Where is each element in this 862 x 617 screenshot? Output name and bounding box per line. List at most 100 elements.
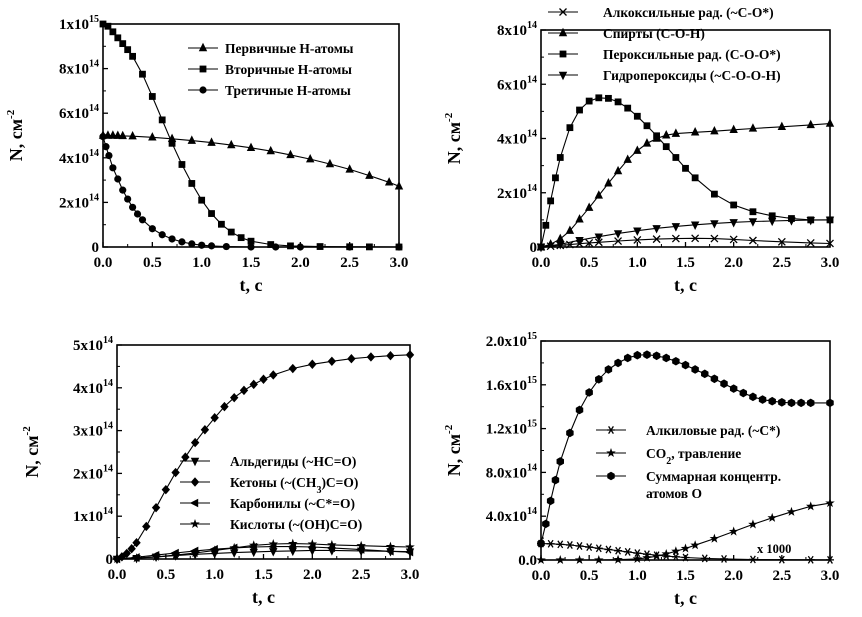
data-point xyxy=(594,238,603,247)
data-point xyxy=(787,398,796,408)
chart-panel-top-left: 0.0 0.5 1.0 1.5 2.0 2.5 3.0 0 2x1014 4x1014 6x1014… xyxy=(5,14,408,295)
data-point xyxy=(405,350,415,360)
series-3 xyxy=(537,350,834,548)
data-point xyxy=(268,539,279,549)
data-point xyxy=(710,374,719,384)
series-line xyxy=(540,237,831,248)
x-tick-label: 1.0 xyxy=(205,567,224,583)
y-tick-label: 4x1014 xyxy=(497,129,537,148)
data-point xyxy=(114,34,122,42)
x-tick-label: 3.0 xyxy=(821,255,840,271)
x-tick-label: 2.5 xyxy=(772,255,791,271)
legend-marker xyxy=(189,498,199,508)
data-point xyxy=(394,181,404,190)
data-point xyxy=(230,392,239,403)
data-point xyxy=(296,243,304,251)
x-tick-label: 0.5 xyxy=(580,568,599,584)
legend: Альдегиды (~HC=O) Кетоны (~(CH3)C=O)Карбо… xyxy=(180,454,362,532)
data-point xyxy=(758,395,767,404)
data-point xyxy=(584,202,594,211)
data-point xyxy=(720,554,729,563)
data-point xyxy=(633,227,642,236)
legend-marker xyxy=(607,471,615,481)
x-tick-label: 0.5 xyxy=(580,255,599,271)
y-tick-label: 4.0x1014 xyxy=(486,506,537,525)
data-point xyxy=(346,243,354,251)
data-point xyxy=(138,216,147,224)
x-tick-label: 3.0 xyxy=(821,568,840,584)
data-point xyxy=(286,149,295,159)
plot-frame xyxy=(540,29,831,248)
data-point xyxy=(661,548,671,559)
x-tick-label: 2.0 xyxy=(291,255,310,271)
data-point xyxy=(395,243,403,251)
data-point xyxy=(178,238,186,246)
data-point xyxy=(710,220,719,229)
series-line xyxy=(102,23,400,248)
data-point xyxy=(188,240,196,248)
data-point xyxy=(594,233,603,242)
data-point xyxy=(614,546,623,555)
data-point xyxy=(690,127,700,136)
data-point xyxy=(748,123,758,132)
data-point xyxy=(662,130,671,139)
data-point xyxy=(748,236,757,245)
data-point xyxy=(148,132,157,141)
y-tick-label: 8x1014 xyxy=(59,59,99,78)
data-point xyxy=(594,544,603,553)
data-point xyxy=(118,130,127,140)
data-point xyxy=(552,174,559,182)
x-tick-label: 1.5 xyxy=(242,255,261,271)
data-point xyxy=(109,28,117,36)
data-point xyxy=(239,385,249,396)
x-tick-label: 1.5 xyxy=(676,255,695,271)
data-point xyxy=(556,154,564,161)
data-point xyxy=(767,512,777,522)
x-tick-label: 2.0 xyxy=(303,567,322,583)
data-point xyxy=(594,555,604,565)
legend-marker xyxy=(607,426,615,434)
data-point xyxy=(542,221,550,229)
y-tick-label: 1.6x1015 xyxy=(486,375,537,394)
data-point xyxy=(575,214,584,223)
legend-label: Первичные Н-атомы xyxy=(225,41,354,56)
data-point xyxy=(200,425,210,435)
data-point xyxy=(347,353,356,364)
data-point xyxy=(220,401,229,412)
data-point xyxy=(556,233,565,243)
x-tick-label: 0.5 xyxy=(156,567,175,583)
y-tick-label: 2x1014 xyxy=(59,192,99,211)
data-point xyxy=(806,119,815,129)
legend-marker xyxy=(190,519,200,529)
data-point xyxy=(643,122,651,130)
y-tick-label: 8.0x1014 xyxy=(486,462,537,481)
y-tick-label: 1x1014 xyxy=(73,506,113,525)
data-point xyxy=(786,506,797,516)
data-point xyxy=(114,175,122,183)
data-point xyxy=(119,186,127,194)
data-point xyxy=(272,243,280,251)
data-point xyxy=(139,70,146,78)
data-point xyxy=(825,498,835,508)
legend-marker xyxy=(558,71,568,81)
data-point xyxy=(614,98,622,106)
data-point xyxy=(624,104,632,112)
data-point xyxy=(266,145,275,155)
data-point xyxy=(188,180,196,187)
data-point xyxy=(356,540,366,550)
data-point xyxy=(826,555,834,564)
data-point xyxy=(104,22,112,30)
legend-label: Суммарная концентр. атомов О xyxy=(646,469,781,501)
data-point xyxy=(613,165,623,175)
data-point xyxy=(366,352,376,362)
data-point xyxy=(288,363,297,374)
series-3 xyxy=(99,133,403,251)
data-point xyxy=(826,398,834,408)
data-point xyxy=(595,94,603,102)
data-point xyxy=(701,369,709,379)
series-line xyxy=(540,219,831,248)
data-point xyxy=(148,93,156,100)
legend-label: CO2, травление xyxy=(646,446,741,467)
data-point xyxy=(681,553,690,562)
